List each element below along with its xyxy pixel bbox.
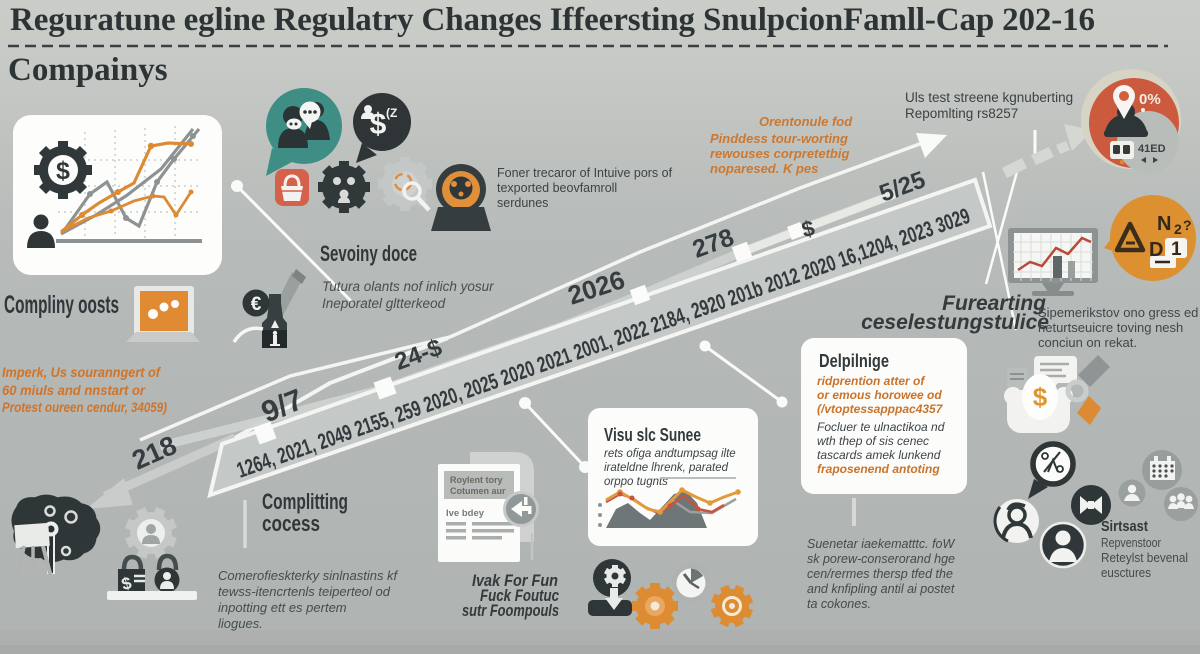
svg-text:Compainys: Compainys — [8, 52, 168, 88]
svg-text:tewss-itencrtenls teiperteol o: tewss-itencrtenls teiperteol od — [218, 584, 391, 599]
svg-text:sutr Foompouls: sutr Foompouls — [462, 602, 559, 620]
svg-text:Sevoiny doce: Sevoiny doce — [320, 241, 417, 266]
svg-text:rets ofiga andtumpsag ilte: rets ofiga andtumpsag ilte — [604, 448, 736, 460]
svg-text:Reguratune egline Regulatry Ch: Reguratune egline Regulatry Changes Iffe… — [10, 2, 1095, 38]
svg-text:eusctures: eusctures — [1101, 565, 1151, 580]
svg-text:0%: 0% — [1139, 91, 1161, 108]
svg-text:ceselestungstulice: ceselestungstulice — [861, 311, 1049, 334]
svg-text:conciun on rekat.: conciun on rekat. — [1038, 335, 1137, 350]
svg-text:noparesed. K pes: noparesed. K pes — [710, 161, 818, 176]
svg-text:rewouses corpretetbig: rewouses corpretetbig — [710, 146, 849, 161]
svg-text:Uls test streene kgnuberting: Uls test streene kgnuberting — [905, 90, 1073, 105]
svg-text:(/vtoptessapppac4357: (/vtoptessapppac4357 — [817, 402, 944, 416]
svg-text:€: € — [251, 294, 262, 315]
svg-text:41ED: 41ED — [1138, 143, 1166, 155]
svg-text:Imperk, Us souranngert of: Imperk, Us souranngert of — [2, 365, 161, 380]
svg-text:Sirtsast: Sirtsast — [1101, 519, 1148, 535]
svg-text:cocess: cocess — [262, 511, 320, 536]
svg-text:Tutura olants nof inlich yosur: Tutura olants nof inlich yosur — [322, 279, 494, 294]
svg-text:Suenetar iaekematttc. foW: Suenetar iaekematttc. foW — [807, 537, 955, 551]
svg-text:Protest oureen cendur, 34059): Protest oureen cendur, 34059) — [2, 400, 167, 415]
svg-text:heturtseuicre toving nesh: heturtseuicre toving nesh — [1038, 320, 1183, 335]
svg-text:2: 2 — [1174, 221, 1182, 237]
svg-text:Orentonule fod: Orentonule fod — [759, 114, 853, 129]
svg-text:Repvenstoor: Repvenstoor — [1101, 535, 1162, 550]
svg-text:Complitting: Complitting — [262, 489, 348, 514]
svg-text:60 miuls and nnstart or: 60 miuls and nnstart or — [2, 383, 146, 398]
svg-text:Foner trecaror of Intuive pors: Foner trecaror of Intuive pors of — [497, 166, 673, 180]
svg-text:$: $ — [56, 157, 70, 185]
svg-text:cen/rermes thersp tfed the: cen/rermes thersp tfed the — [807, 567, 953, 581]
svg-text:or emous horowee od: or emous horowee od — [817, 388, 942, 402]
svg-text:orppo tugnts: orppo tugnts — [604, 476, 668, 488]
svg-text:$: $ — [1033, 382, 1048, 412]
svg-text:Roylent tory: Roylent tory — [450, 475, 503, 485]
svg-text:serdunes: serdunes — [497, 196, 548, 210]
svg-text:Furearting: Furearting — [942, 292, 1046, 315]
svg-text:Fuck Foutuc: Fuck Foutuc — [480, 587, 559, 605]
svg-text:ta cokones.: ta cokones. — [807, 597, 871, 611]
svg-text:N: N — [1157, 213, 1171, 235]
svg-text:Compliny oosts: Compliny oosts — [4, 291, 119, 319]
svg-text:Repomlting rs8257: Repomlting rs8257 — [905, 106, 1018, 121]
svg-text:D: D — [1149, 239, 1163, 261]
svg-text:Ineporatel gltterkeod: Ineporatel gltterkeod — [322, 296, 446, 311]
svg-text:irateldne lhrenk, parated: irateldne lhrenk, parated — [604, 462, 729, 474]
svg-text:Ivak For Fun: Ivak For Fun — [472, 572, 558, 590]
svg-text:Comerofieskterky sinlnastins k: Comerofieskterky sinlnastins kf — [218, 568, 399, 583]
svg-text:Focluer te ulnactikoa nd: Focluer te ulnactikoa nd — [817, 420, 945, 434]
svg-text:and knfipling antil ai postet: and knfipling antil ai postet — [807, 582, 955, 596]
svg-text:fraposenend antoting: fraposenend antoting — [817, 462, 940, 476]
svg-text:Ive bdey: Ive bdey — [446, 508, 485, 519]
svg-text:liogues.: liogues. — [218, 616, 263, 631]
svg-text:Reteylst bevenal: Reteylst bevenal — [1101, 550, 1188, 565]
svg-text:inpotting ett es pertem: inpotting ett es pertem — [218, 600, 347, 615]
svg-text:tascards amek lunkend: tascards amek lunkend — [817, 448, 941, 462]
svg-text:1: 1 — [1171, 239, 1182, 260]
svg-text:sk porew-conserorand hge: sk porew-conserorand hge — [807, 552, 955, 566]
svg-text:wth thep of sis cenec: wth thep of sis cenec — [817, 434, 929, 448]
svg-text:Delpilnige: Delpilnige — [819, 351, 889, 371]
svg-text:ridprention atter of: ridprention atter of — [817, 374, 925, 388]
svg-text:Sipemerikstov ono gress ed: Sipemerikstov ono gress ed — [1038, 305, 1198, 320]
svg-text:?: ? — [1183, 217, 1192, 233]
svg-text:texported beovfamroll: texported beovfamroll — [497, 181, 617, 195]
svg-text:(Z: (Z — [386, 106, 397, 120]
svg-text:Visu slc Sunee: Visu slc Sunee — [604, 425, 701, 445]
svg-text:Cotumen aur: Cotumen aur — [450, 486, 506, 496]
svg-text:Pinddess tour-worting: Pinddess tour-worting — [710, 131, 848, 146]
